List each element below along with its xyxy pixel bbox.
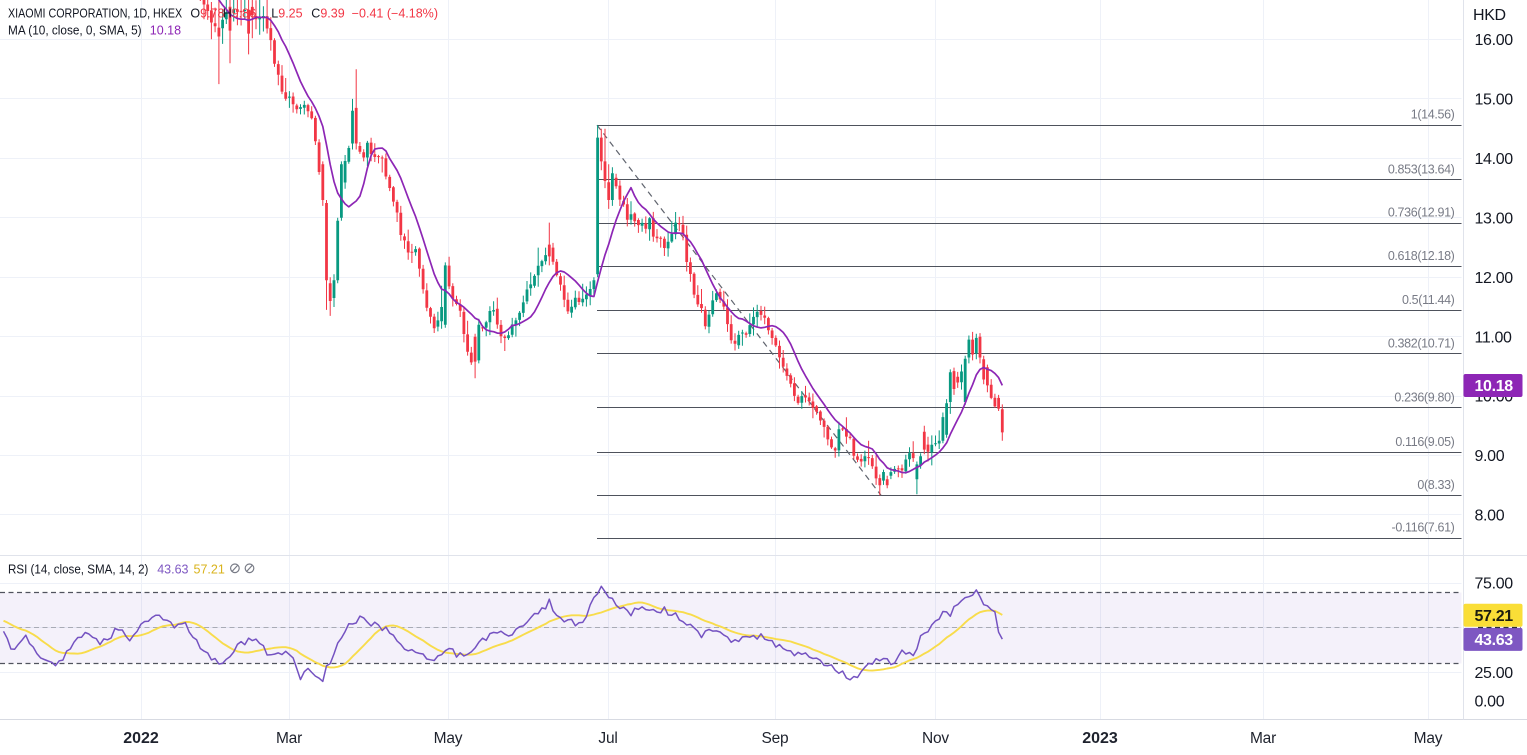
svg-text:0.618(12.18): 0.618(12.18) <box>1388 249 1455 263</box>
svg-text:XIAOMI CORPORATION, 1D, HKEX: XIAOMI CORPORATION, 1D, HKEX <box>8 7 183 21</box>
svg-text:15.00: 15.00 <box>1475 92 1514 109</box>
svg-text:0.00: 0.00 <box>1475 694 1505 711</box>
svg-text:O9.78: O9.78 <box>190 7 224 21</box>
svg-text:12.00: 12.00 <box>1475 270 1514 287</box>
svg-text:May: May <box>1414 730 1443 747</box>
svg-text:Nov: Nov <box>922 730 949 747</box>
svg-text:RSI (14, close, SMA, 14, 2): RSI (14, close, SMA, 14, 2) <box>8 562 148 576</box>
svg-text:0.116(9.05): 0.116(9.05) <box>1395 435 1454 449</box>
svg-text:Mar: Mar <box>276 730 302 747</box>
svg-text:0.5(11.44): 0.5(11.44) <box>1402 293 1455 307</box>
svg-text:0.853(13.64): 0.853(13.64) <box>1388 162 1455 176</box>
svg-text:16.00: 16.00 <box>1475 32 1514 49</box>
svg-text:C9.39: C9.39 <box>311 7 344 21</box>
svg-text:0(8.33): 0(8.33) <box>1417 478 1454 492</box>
svg-text:Jul: Jul <box>598 730 617 747</box>
svg-text:43.63: 43.63 <box>1475 632 1514 649</box>
svg-text:57.21: 57.21 <box>1475 608 1514 625</box>
svg-text:L9.25: L9.25 <box>271 7 302 21</box>
svg-text:-0.116(7.61): -0.116(7.61) <box>1392 521 1455 535</box>
svg-text:11.00: 11.00 <box>1475 329 1513 346</box>
svg-text:0.236(9.80): 0.236(9.80) <box>1394 391 1454 405</box>
svg-text:43.63: 43.63 <box>157 562 188 576</box>
svg-text:Sep: Sep <box>762 730 789 747</box>
svg-text:2022: 2022 <box>123 730 159 747</box>
svg-text:57.21: 57.21 <box>194 562 225 576</box>
svg-text:13.00: 13.00 <box>1475 210 1514 227</box>
svg-text:10.18: 10.18 <box>1475 378 1514 395</box>
svg-text:14.00: 14.00 <box>1475 151 1514 168</box>
svg-text:H9.86: H9.86 <box>223 7 256 21</box>
svg-text:1(14.56): 1(14.56) <box>1411 108 1455 122</box>
svg-text:0.736(12.91): 0.736(12.91) <box>1388 206 1455 220</box>
svg-text:9.00: 9.00 <box>1475 448 1505 465</box>
svg-text:Mar: Mar <box>1250 730 1276 747</box>
svg-text:10.18: 10.18 <box>150 24 181 38</box>
svg-text:MA (10, close, 0, SMA, 5): MA (10, close, 0, SMA, 5) <box>8 24 142 38</box>
svg-text:75.00: 75.00 <box>1475 576 1514 593</box>
svg-text:−0.41 (−4.18%): −0.41 (−4.18%) <box>352 7 438 21</box>
svg-text:8.00: 8.00 <box>1475 508 1505 525</box>
svg-text:2023: 2023 <box>1082 730 1118 747</box>
svg-text:May: May <box>434 730 463 747</box>
svg-text:0.382(10.71): 0.382(10.71) <box>1388 336 1455 350</box>
svg-text:HKD: HKD <box>1473 7 1506 24</box>
svg-text:25.00: 25.00 <box>1475 665 1514 682</box>
